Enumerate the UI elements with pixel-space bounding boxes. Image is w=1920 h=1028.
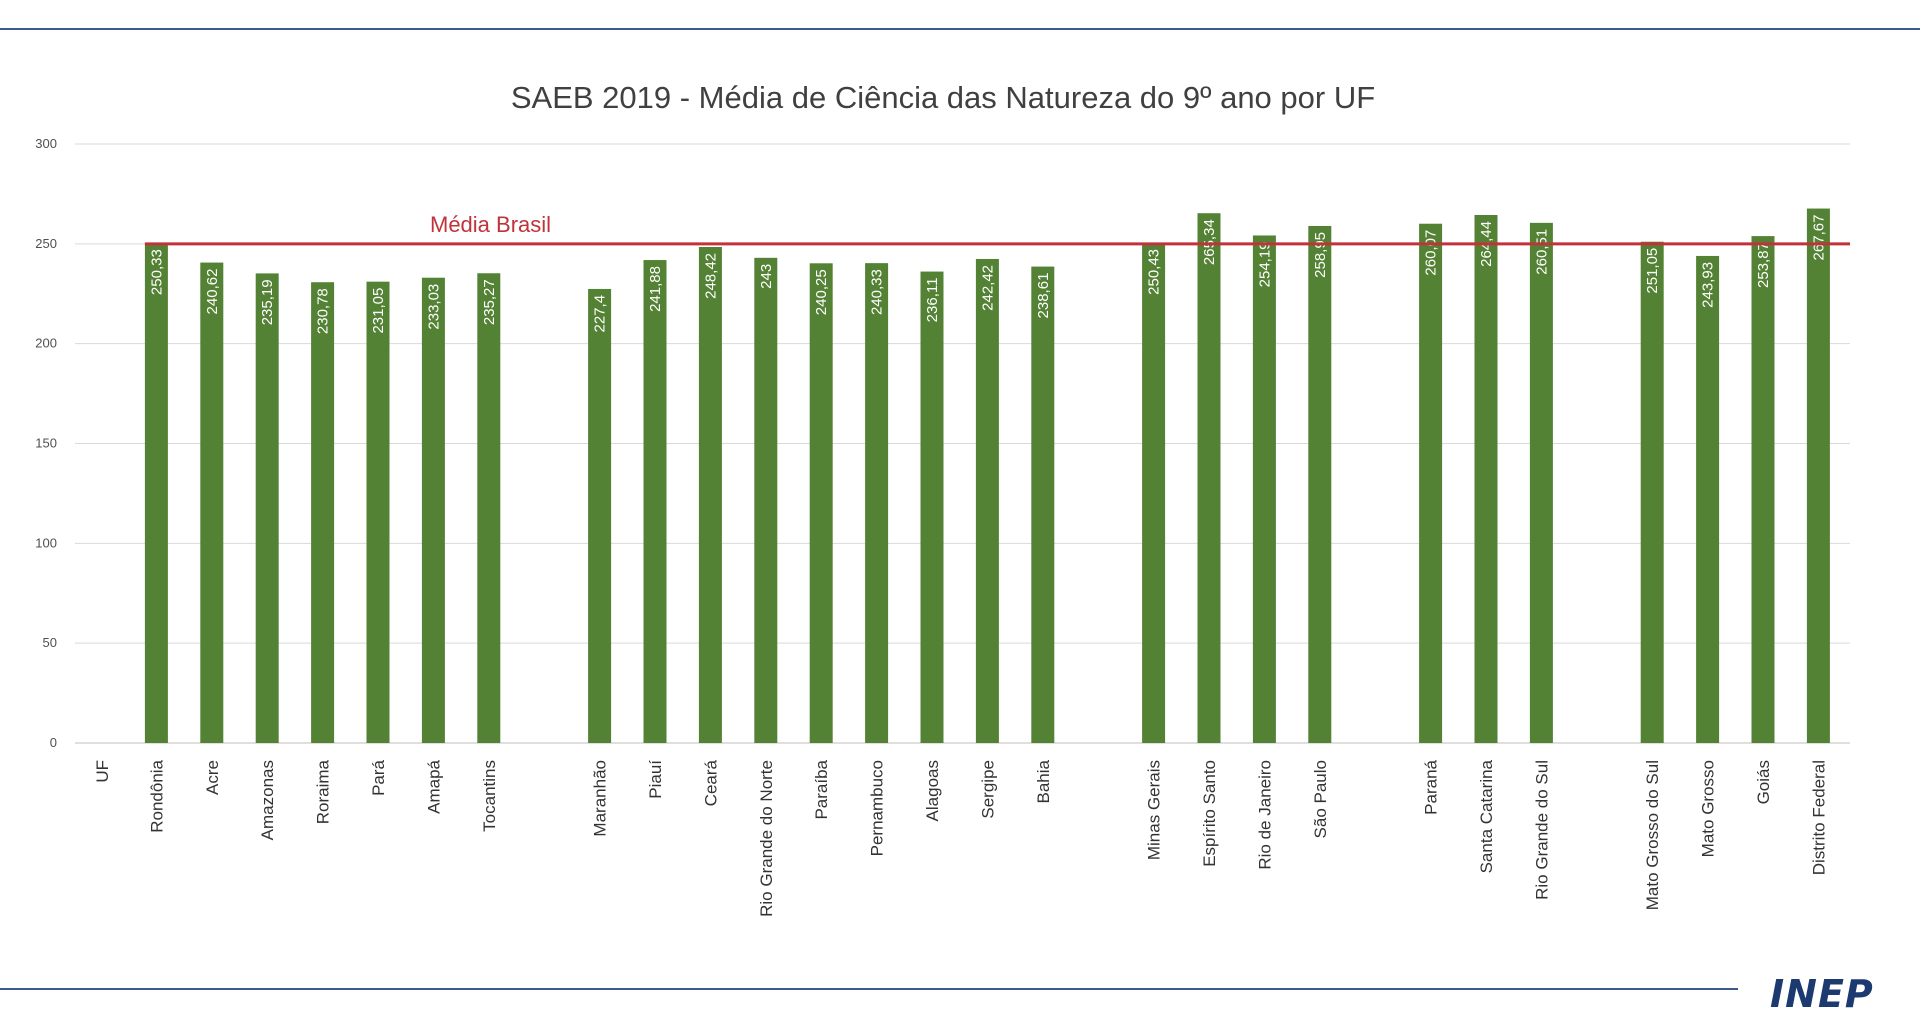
- data-label: 265,34: [1201, 219, 1218, 265]
- data-label: 253,87: [1755, 242, 1772, 288]
- data-label: 240,33: [869, 269, 886, 315]
- bar: [311, 282, 335, 743]
- gridlines: [75, 143, 1850, 744]
- bar: [1252, 235, 1276, 744]
- x-tick-label: São Paulo: [1311, 760, 1330, 838]
- x-tick-label: Paraná: [1422, 759, 1441, 814]
- data-label: 260,51: [1533, 229, 1550, 275]
- data-label: 251,05: [1644, 248, 1661, 294]
- x-tick-label: Distrito Federal: [1809, 760, 1828, 875]
- bar: [809, 263, 833, 743]
- bar: [1474, 215, 1498, 743]
- x-tick-label: Ceará: [701, 759, 720, 806]
- bar: [144, 243, 168, 743]
- x-tick-label: Roraima: [314, 759, 333, 824]
- bottom-divider: [0, 988, 1738, 990]
- x-tick-label: Rio Grande do Norte: [757, 760, 776, 917]
- bars: 250,33 240,62 235,19 230,78 231,05 233,03 235,…: [144, 208, 1830, 744]
- inep-logo: INEP: [1770, 972, 1874, 1016]
- x-tick-label: Amazonas: [258, 760, 277, 840]
- data-label: 233,03: [425, 284, 442, 330]
- bar: [200, 262, 224, 743]
- x-tick-label: Tocantins: [480, 760, 499, 832]
- data-label: 250,43: [1146, 249, 1163, 295]
- data-label: 248,42: [702, 253, 719, 299]
- bar: [255, 273, 279, 743]
- data-label: 235,19: [259, 279, 276, 325]
- data-label: 250,33: [148, 249, 165, 295]
- y-tick-label: 200: [35, 336, 57, 351]
- x-tick-label: Pernambuco: [868, 760, 887, 856]
- bar: [1142, 242, 1166, 743]
- x-tick-label: Mato Grosso: [1699, 760, 1718, 857]
- data-label: 231,05: [370, 288, 387, 334]
- y-axis-ticks: 0 50 100 150 200 250 300: [35, 136, 57, 750]
- x-tick-label: Goiás: [1754, 760, 1773, 804]
- data-label: 240,62: [204, 269, 221, 315]
- x-tick-label: Acre: [203, 760, 222, 795]
- bar: [1308, 225, 1332, 744]
- data-label: 235,27: [481, 279, 498, 325]
- y-tick-label: 250: [35, 236, 57, 251]
- x-tick-label: Sergipe: [978, 760, 997, 819]
- bar: [1419, 223, 1443, 743]
- data-label: 230,78: [315, 288, 332, 334]
- y-tick-label: 300: [35, 136, 57, 151]
- reference-line-label: Média Brasil: [430, 212, 551, 237]
- bar: [865, 263, 889, 743]
- data-label: 267,67: [1810, 215, 1827, 261]
- x-axis-labels: UF Rondônia Acre Amazonas Roraima Pará Amapá To…: [93, 759, 1828, 916]
- bar-chart: SAEB 2019 - Média de Ciência das Naturez…: [35, 80, 1850, 917]
- reference-line-group: Média Brasil: [144, 212, 1850, 246]
- bar: [1031, 266, 1055, 743]
- data-label: 241,88: [647, 266, 664, 312]
- x-tick-label: Bahia: [1034, 759, 1053, 803]
- data-label: 258,95: [1312, 232, 1329, 278]
- top-divider: [0, 28, 1920, 30]
- x-axis-title: UF: [93, 760, 112, 783]
- x-tick-label: Espírito Santo: [1200, 760, 1219, 867]
- data-label: 254,19: [1256, 241, 1273, 287]
- bar: [643, 260, 667, 743]
- data-label: 240,25: [813, 269, 830, 315]
- data-label: 242,42: [979, 265, 996, 311]
- x-tick-label: Pará: [369, 759, 388, 795]
- bar: [1197, 213, 1221, 743]
- x-tick-label: Rio de Janeiro: [1255, 760, 1274, 870]
- x-tick-label: Mato Grosso do Sul: [1643, 760, 1662, 910]
- bar: [477, 273, 501, 743]
- data-label: 238,61: [1035, 273, 1052, 319]
- bar: [920, 271, 944, 743]
- y-tick-label: 100: [35, 535, 57, 550]
- y-tick-label: 50: [43, 635, 57, 650]
- x-tick-label: Santa Catarina: [1477, 759, 1496, 873]
- bar: [421, 277, 445, 743]
- bar: [1751, 236, 1775, 743]
- data-label: 243,93: [1700, 262, 1717, 308]
- bar: [1696, 255, 1720, 743]
- bar: [588, 288, 612, 743]
- x-tick-label: Paraíba: [812, 759, 831, 819]
- bar: [1806, 208, 1830, 743]
- y-tick-label: 150: [35, 436, 57, 451]
- x-tick-label: Rio Grande do Sul: [1532, 760, 1551, 900]
- data-label: 243: [758, 264, 775, 289]
- x-tick-label: Alagoas: [923, 760, 942, 821]
- data-label: 236,11: [924, 278, 941, 323]
- bar: [1640, 241, 1664, 744]
- x-tick-label: Maranhão: [591, 760, 610, 837]
- y-tick-label: 0: [50, 735, 57, 750]
- bar: [366, 281, 390, 743]
- chart-title: SAEB 2019 - Média de Ciência das Naturez…: [511, 80, 1375, 115]
- data-label: 227,4: [592, 295, 609, 333]
- x-tick-label: Rondônia: [147, 759, 166, 832]
- x-tick-label: Amapá: [424, 759, 443, 813]
- bar: [1529, 222, 1553, 743]
- bar: [754, 257, 778, 743]
- bar: [975, 258, 999, 743]
- bar: [698, 246, 722, 743]
- x-tick-label: Minas Gerais: [1145, 760, 1164, 860]
- x-tick-label: Piauí: [646, 760, 665, 799]
- data-label: 260,07: [1423, 230, 1440, 276]
